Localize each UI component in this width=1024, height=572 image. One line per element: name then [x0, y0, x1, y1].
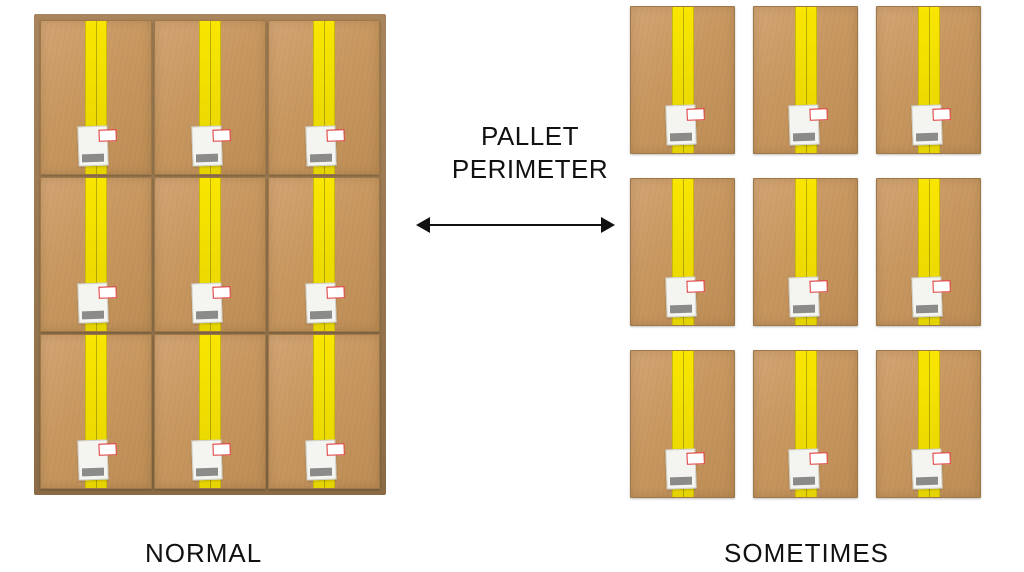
- pallet-stack: [630, 6, 981, 498]
- center-title-line2: PERIMETER: [430, 153, 630, 186]
- cardboard-box: [40, 20, 152, 175]
- barcode-icon: [83, 154, 105, 163]
- barcode-icon: [670, 133, 692, 142]
- barcode-icon: [311, 468, 333, 477]
- pallet-stack: [40, 20, 380, 489]
- boxes-grid-normal: [40, 20, 380, 489]
- boxes-grid-sometimes: [630, 6, 981, 498]
- barcode-icon: [311, 154, 333, 163]
- shipping-label-icon: [911, 448, 942, 489]
- cardboard-box: [753, 6, 858, 154]
- shipping-label-icon: [788, 276, 819, 317]
- cardboard-box: [630, 350, 735, 498]
- shipping-label-icon: [192, 439, 223, 480]
- shipping-label-icon: [911, 104, 942, 145]
- cardboard-box: [40, 334, 152, 489]
- cardboard-box: [876, 6, 981, 154]
- cardboard-box: [268, 20, 380, 175]
- cardboard-box: [40, 177, 152, 332]
- cardboard-box: [876, 178, 981, 326]
- barcode-icon: [916, 305, 938, 314]
- cardboard-box: [630, 6, 735, 154]
- shipping-label-icon: [192, 125, 223, 166]
- shipping-label-icon: [665, 276, 696, 317]
- center-title-line1: PALLET: [430, 120, 630, 153]
- barcode-icon: [916, 477, 938, 486]
- shipping-label-icon: [306, 125, 337, 166]
- barcode-icon: [197, 468, 219, 477]
- cardboard-box: [753, 350, 858, 498]
- pallet-group-normal: [40, 20, 380, 489]
- double-arrow-icon: [418, 224, 613, 226]
- barcode-icon: [793, 133, 815, 142]
- cardboard-box: [154, 20, 266, 175]
- barcode-icon: [670, 305, 692, 314]
- shipping-label-icon: [78, 282, 109, 323]
- pallet-perimeter-diagram: PALLET PERIMETER NORMAL SOMETIMES: [0, 0, 1024, 572]
- barcode-icon: [916, 133, 938, 142]
- cardboard-box: [268, 334, 380, 489]
- shipping-label-icon: [788, 448, 819, 489]
- shipping-label-icon: [788, 104, 819, 145]
- shipping-label-icon: [911, 276, 942, 317]
- barcode-icon: [793, 477, 815, 486]
- barcode-icon: [793, 305, 815, 314]
- cardboard-box: [876, 350, 981, 498]
- shipping-label-icon: [306, 282, 337, 323]
- cardboard-box: [268, 177, 380, 332]
- pallet-group-sometimes: [630, 6, 981, 498]
- shipping-label-icon: [78, 125, 109, 166]
- cardboard-box: [154, 177, 266, 332]
- barcode-icon: [670, 477, 692, 486]
- cardboard-box: [630, 178, 735, 326]
- barcode-icon: [83, 311, 105, 320]
- barcode-icon: [197, 154, 219, 163]
- center-title: PALLET PERIMETER: [430, 120, 630, 185]
- barcode-icon: [197, 311, 219, 320]
- barcode-icon: [83, 468, 105, 477]
- cardboard-box: [753, 178, 858, 326]
- caption-sometimes: SOMETIMES: [724, 538, 889, 569]
- shipping-label-icon: [78, 439, 109, 480]
- cardboard-box: [154, 334, 266, 489]
- barcode-icon: [311, 311, 333, 320]
- shipping-label-icon: [192, 282, 223, 323]
- shipping-label-icon: [665, 448, 696, 489]
- shipping-label-icon: [306, 439, 337, 480]
- shipping-label-icon: [665, 104, 696, 145]
- caption-normal: NORMAL: [145, 538, 262, 569]
